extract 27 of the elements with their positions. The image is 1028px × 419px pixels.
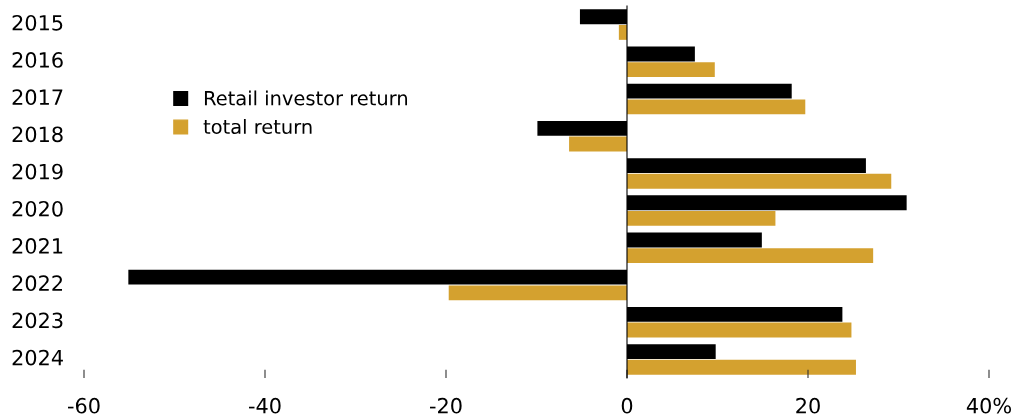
- x-tick-label: -20: [430, 397, 462, 414]
- y-tick-label: 2019: [12, 163, 63, 180]
- bar: [627, 248, 874, 264]
- bar: [627, 99, 806, 115]
- legend-label: Retail investor return: [204, 90, 408, 106]
- x-tick-label: -60: [68, 397, 100, 414]
- y-tick-label: 2021: [12, 238, 63, 254]
- x-tick-label: 20: [796, 397, 820, 414]
- bar: [448, 285, 627, 301]
- y-tick-label: 2015: [12, 14, 63, 31]
- y-tick-label: 2023: [12, 312, 63, 329]
- x-tick-label: 0: [621, 397, 633, 414]
- x-tick-label: -40: [249, 397, 281, 414]
- bar: [627, 173, 892, 189]
- x-tick-label: 40%: [966, 397, 1011, 414]
- bar: [627, 62, 715, 78]
- bar: [627, 322, 852, 338]
- legend-label: total return: [203, 119, 312, 135]
- y-tick-label: 2024: [12, 349, 63, 366]
- y-tick-label: 2017: [12, 89, 63, 106]
- y-tick-label: 2018: [12, 126, 63, 143]
- bar: [627, 210, 776, 226]
- y-tick-label: 2020: [12, 200, 63, 217]
- bar: [569, 136, 627, 152]
- y-tick-label: 2016: [12, 52, 63, 68]
- y-tick-label: 2022: [12, 275, 62, 292]
- bar: [627, 359, 856, 375]
